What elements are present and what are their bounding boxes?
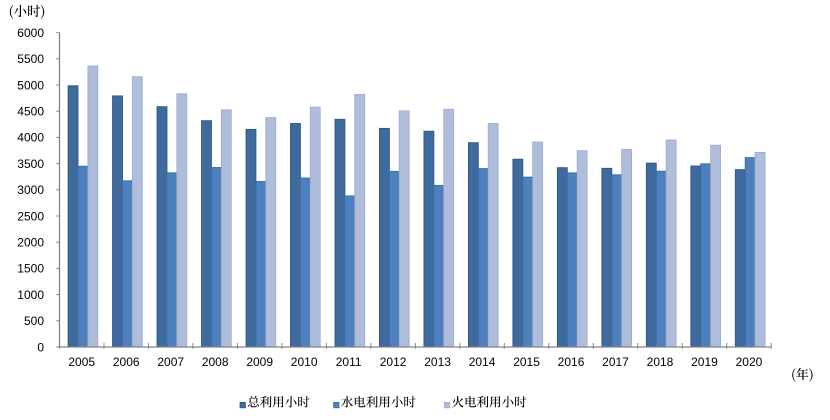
svg-text:2017: 2017	[602, 355, 629, 369]
svg-text:2014: 2014	[469, 355, 496, 369]
svg-text:500: 500	[24, 314, 44, 328]
svg-text:4000: 4000	[17, 131, 44, 145]
svg-text:2013: 2013	[424, 355, 451, 369]
svg-text:2007: 2007	[157, 355, 184, 369]
svg-text:2011: 2011	[336, 355, 362, 369]
svg-text:4500: 4500	[17, 105, 44, 119]
svg-text:2500: 2500	[17, 209, 44, 223]
svg-text:6000: 6000	[17, 26, 44, 40]
svg-text:2005: 2005	[68, 355, 95, 369]
svg-text:0: 0	[37, 340, 44, 354]
svg-text:2006: 2006	[113, 355, 140, 369]
svg-text:2010: 2010	[291, 355, 318, 369]
svg-text:2015: 2015	[513, 355, 540, 369]
svg-text:2018: 2018	[647, 355, 674, 369]
svg-text:2012: 2012	[380, 355, 407, 369]
svg-text:5500: 5500	[17, 52, 44, 66]
svg-text:2020: 2020	[736, 355, 763, 369]
svg-text:3000: 3000	[17, 183, 44, 197]
svg-text:2008: 2008	[202, 355, 229, 369]
svg-text:2016: 2016	[558, 355, 585, 369]
svg-text:2009: 2009	[246, 355, 273, 369]
svg-text:2019: 2019	[691, 355, 718, 369]
svg-text:3500: 3500	[17, 157, 44, 171]
svg-text:5000: 5000	[17, 78, 44, 92]
svg-text:1500: 1500	[17, 262, 44, 276]
svg-text:1000: 1000	[17, 288, 44, 302]
svg-text:2000: 2000	[17, 236, 44, 250]
